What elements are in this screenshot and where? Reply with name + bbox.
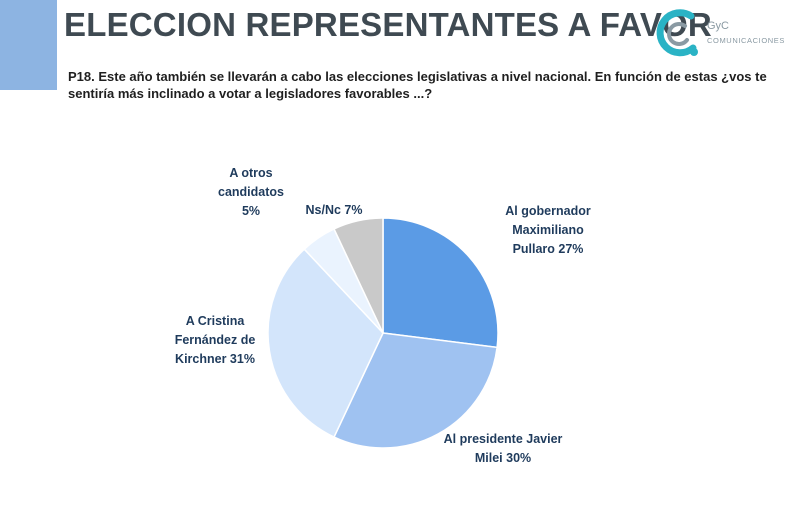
accent-block [0,0,57,90]
pie-slice-ns-nc-7 [333,217,384,334]
pie-slice-a-cristina-fernandez-de-kirchner-31 [267,248,384,439]
logo-brand-text: GyC [707,20,729,32]
data-label-al-presidente-javier-milei-30: Al presidente Javier Milei 30% [443,432,563,465]
data-label-ns-nc-7: Ns/Nc 7% [305,203,363,217]
pie-slice-al-gobernador-maximiliano-pullaro-27 [382,217,499,349]
gyc-logo-icon [656,9,698,57]
survey-question: P18. Este año también se llevarán a cabo… [68,69,767,101]
data-label-a-otros-candidatos-5: A otros candidatos 5% [218,166,284,218]
data-label-al-gobernador-maximiliano-pullaro-27: Al gobernador Maximiliano Pullaro 27% [505,204,591,256]
page-title: ELECCION REPRESENTANTES A FAVOR [64,6,712,43]
logo-subtitle-text: COMUNICACIONES [707,36,785,45]
company-logo: GyC COMUNICACIONES [653,4,788,64]
pie-slice-al-presidente-javier-milei-30 [333,332,498,449]
data-label-a-cristina-fernandez-de-kirchner-31: A Cristina Fernández de Kirchner 31% [174,314,256,366]
